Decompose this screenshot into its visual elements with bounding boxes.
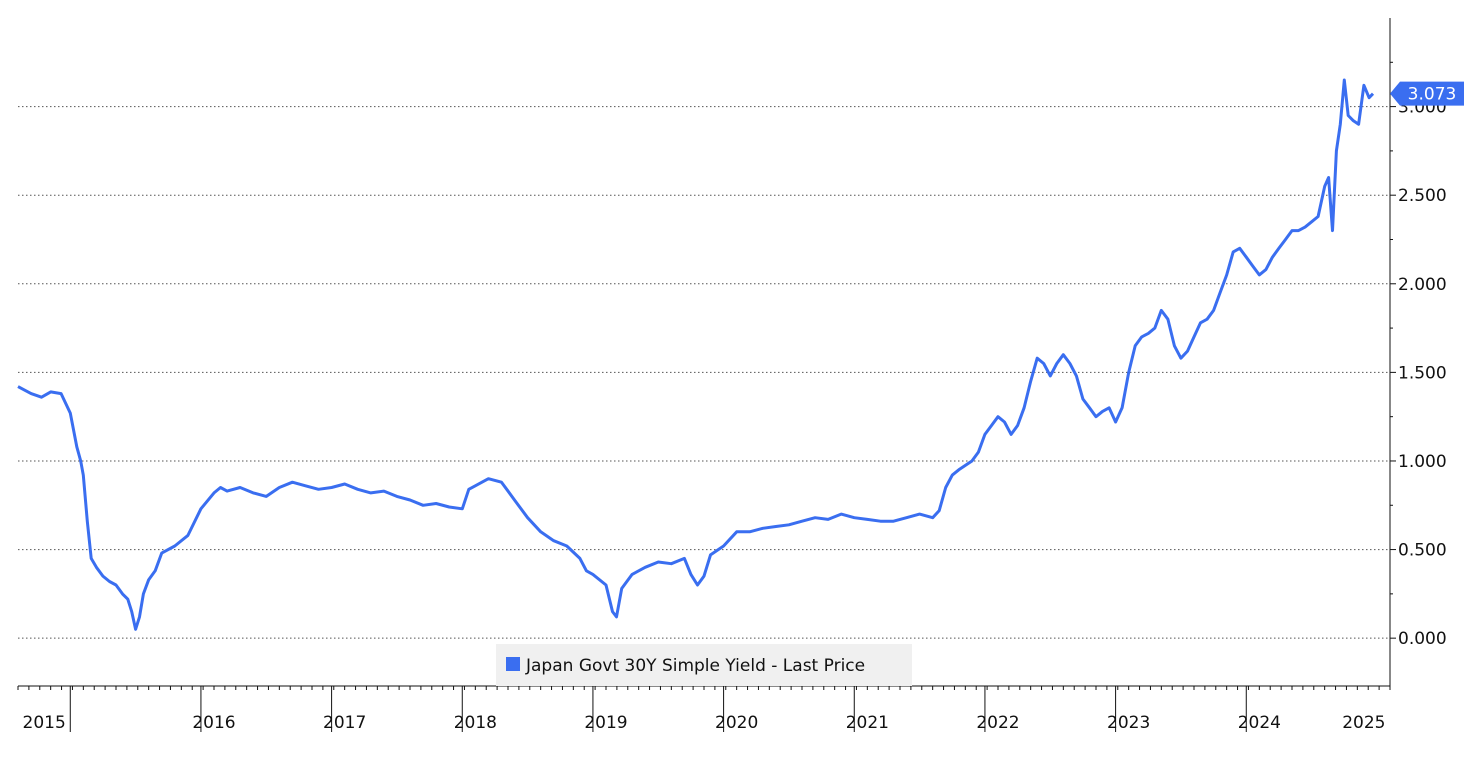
series-group <box>17 78 1375 631</box>
y-tick-label: 1.500 <box>1398 363 1447 383</box>
x-year-label: 2019 <box>584 713 627 733</box>
y-tick-label: 2.500 <box>1398 186 1447 206</box>
last-price-badge: 3.073 <box>1390 81 1464 106</box>
x-year-label: 2018 <box>454 713 497 733</box>
gridlines <box>18 106 1390 639</box>
legend-label: Japan Govt 30Y Simple Yield - Last Price <box>525 656 865 676</box>
x-year-label: 2023 <box>1107 713 1150 733</box>
x-year-label: 2017 <box>323 713 366 733</box>
x-year-label: 2022 <box>976 713 1019 733</box>
y-tick-label: 0.500 <box>1398 541 1447 561</box>
x-year-label: 2025 <box>1342 713 1385 733</box>
last-price-badge-shape <box>1390 81 1464 106</box>
y-tick-label: 0.000 <box>1398 629 1447 649</box>
y-tick-label: 1.000 <box>1398 452 1447 472</box>
y-tick-label: 2.000 <box>1398 275 1447 295</box>
last-price-label: 3.073 <box>1408 85 1457 105</box>
legend-swatch <box>506 657 520 671</box>
x-year-label: 2015 <box>23 713 66 733</box>
x-axis-ticks: 2015 2016 2017 2018 2019 2020 2021 2022 2023 2024… <box>17 686 1391 733</box>
x-year-label: 2020 <box>715 713 758 733</box>
legend-background <box>496 644 912 686</box>
x-year-label: 2021 <box>846 713 889 733</box>
x-year-label: 2024 <box>1238 713 1281 733</box>
yield-series-line <box>17 78 1375 631</box>
x-year-label: 2016 <box>192 713 235 733</box>
legend: Japan Govt 30Y Simple Yield - Last Price <box>496 644 912 686</box>
